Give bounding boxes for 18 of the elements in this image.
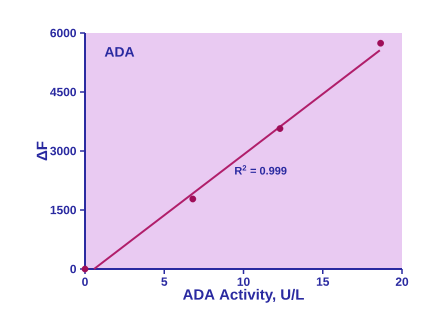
point [189,196,196,202]
y-axis-title: ΔF [36,142,48,160]
point [82,266,88,272]
y-tick-label: 3000 [50,146,76,156]
x-tick-label: 5 [161,278,168,286]
point [377,40,384,47]
x-tick-label: 10 [238,278,250,286]
annotation: ADA [104,47,134,57]
x-tick-label: 0 [82,278,88,286]
y-tick-label: 1500 [50,206,76,214]
point [276,125,284,132]
x-tick-label: 15 [316,278,330,286]
annotation: R$^{2}$ = 0.999 [235,165,287,175]
y-tick-label: 6000 [50,28,76,38]
y-tick-label: 0 [70,264,76,274]
x-axis-title: ADA Activity, U/L [182,288,304,303]
x-tick-label: 20 [396,278,408,286]
y-tick-label: 4500 [50,88,76,96]
